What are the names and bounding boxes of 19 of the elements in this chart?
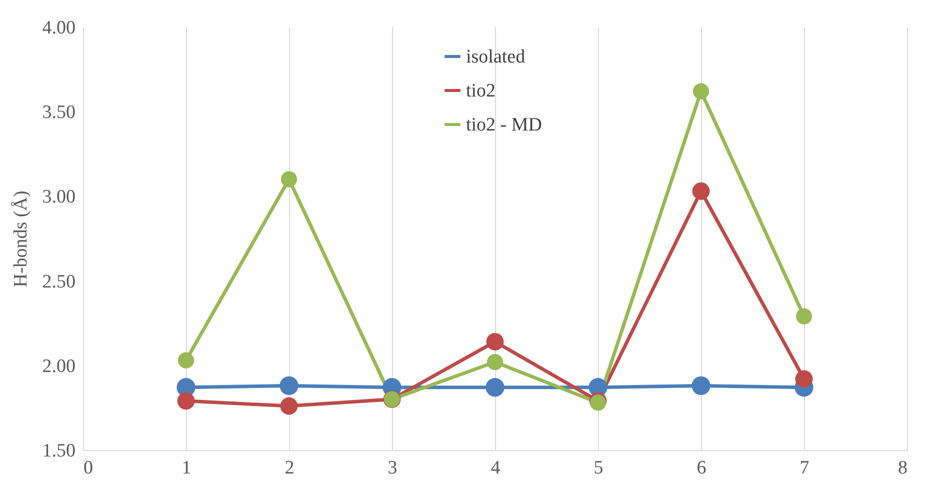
y-tick-label: 2.50	[42, 271, 76, 292]
x-tick-label: 6	[696, 458, 706, 478]
y-tick-label: 3.00	[42, 186, 76, 208]
x-tick-label: 8	[898, 458, 908, 478]
x-tick-label: 0	[84, 458, 93, 478]
y-axis-title: H-bonds (Å)	[10, 190, 32, 288]
x-tick-label: 5	[594, 458, 604, 478]
y-tick-label: 1.50	[42, 440, 76, 462]
y-tick-label: 4.00	[42, 18, 76, 38]
legend-label: tio2 - MD	[466, 114, 542, 136]
y-tick-label: 3.50	[42, 102, 76, 124]
x-tick-label: 4	[490, 458, 501, 478]
x-tick-label: 3	[388, 458, 398, 478]
legend-label: isolated	[466, 46, 526, 68]
x-tick-label: 2	[284, 458, 294, 478]
x-tick-label: 1	[182, 458, 192, 478]
x-tick-label: 7	[800, 458, 810, 478]
legend-label: tio2	[466, 80, 496, 102]
y-tick-label: 2.00	[42, 356, 76, 377]
